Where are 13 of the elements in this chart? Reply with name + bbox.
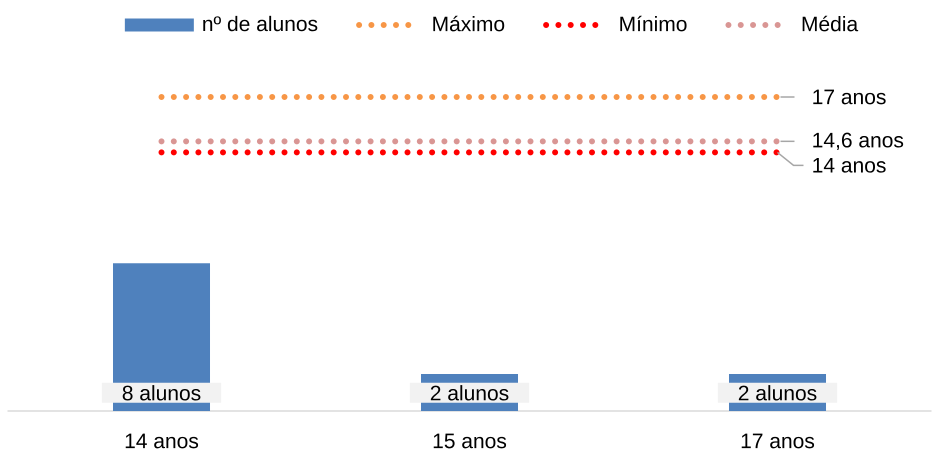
legend-label: Média xyxy=(802,16,858,32)
legend-label: nº de alunos xyxy=(203,16,318,32)
data-label: 2 alunos xyxy=(430,385,508,401)
legend-label: Mínimo xyxy=(620,16,687,32)
data-label: 14 anos xyxy=(813,158,886,173)
legend-label: Máximo xyxy=(433,16,504,32)
data-label: 17 anos xyxy=(813,90,886,104)
x-tick-label: 14 anos xyxy=(126,434,198,448)
data-label: 8 alunos xyxy=(122,385,200,401)
data-label: 2 alunos xyxy=(738,385,816,401)
data-label: 14,6 anos xyxy=(813,132,904,150)
x-tick-label: 15 anos xyxy=(434,434,506,448)
x-tick-label: 17 anos xyxy=(742,434,814,448)
